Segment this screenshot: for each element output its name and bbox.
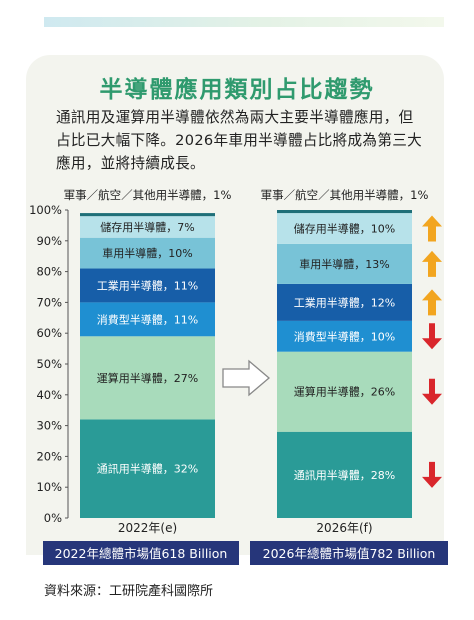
x-tick-label: 2026年(f) — [316, 521, 372, 535]
trend-down-arrow-icon — [422, 378, 442, 405]
bar-segment — [80, 419, 215, 518]
data-label: 工業用半導體，11% — [97, 278, 198, 292]
data-label: 消費型半導體，10% — [294, 329, 395, 343]
y-tick-label: 40% — [36, 388, 62, 402]
data-label: 儲存用半導體，7% — [100, 220, 194, 234]
bar-segment — [277, 431, 412, 518]
data-label: 車用半導體，10% — [102, 246, 192, 260]
x-tick-label: 2022年(e) — [118, 521, 177, 535]
data-label-top: 軍事／航空／其他用半導體，1% — [64, 188, 232, 202]
y-tick-label: 90% — [36, 234, 62, 248]
bar-segment — [277, 210, 412, 214]
source-note: 資料來源：工研院產科國際所 — [44, 584, 214, 599]
y-tick-label: 30% — [36, 419, 62, 433]
bar-segment — [277, 283, 412, 321]
data-label-top: 軍事／航空／其他用半導體，1% — [261, 188, 429, 202]
data-label: 運算用半導體，26% — [294, 385, 395, 399]
data-label: 通訊用半導體，28% — [294, 468, 395, 482]
y-tick-label: 10% — [36, 480, 62, 494]
bar-segment — [277, 243, 412, 284]
market-value-label: 2022年總體市場值618 Billion — [55, 546, 228, 561]
bar-segment — [80, 268, 215, 303]
bar-segment — [80, 302, 215, 337]
trend-up-arrow-icon — [422, 215, 442, 242]
bar-segment — [277, 351, 412, 432]
y-tick-label: 20% — [36, 449, 62, 463]
top-decor-bar — [44, 17, 444, 27]
chart-description: 通訊用及運算用半導體依然為兩大主要半導體應用，但占比已大幅下降。2026年車用半… — [56, 109, 423, 172]
data-label: 運算用半導體，27% — [97, 371, 198, 385]
trend-down-arrow-icon — [422, 461, 442, 488]
data-label: 儲存用半導體，10% — [294, 221, 395, 235]
data-label: 通訊用半導體，32% — [97, 462, 198, 476]
y-tick-label: 0% — [44, 511, 62, 525]
bar-segment — [277, 213, 412, 244]
y-tick-label: 60% — [36, 326, 62, 340]
y-tick-label: 70% — [36, 295, 62, 309]
right-arrow-icon — [222, 359, 271, 397]
chart-title: 半導體應用類別占比趨勢 — [99, 77, 375, 103]
trend-down-arrow-icon — [422, 323, 442, 350]
data-label: 消費型半導體，11% — [97, 312, 198, 326]
bar-segment — [277, 320, 412, 352]
market-value-label: 2026年總體市場值782 Billion — [263, 546, 436, 561]
bar-segment — [80, 237, 215, 269]
market-value-box — [250, 541, 448, 565]
y-tick-label: 50% — [36, 357, 62, 371]
trend-up-arrow-icon — [422, 250, 442, 277]
market-value-box — [43, 541, 239, 565]
data-label: 車用半導體，13% — [299, 257, 389, 271]
data-label: 工業用半導體，12% — [294, 295, 395, 309]
y-tick-label: 80% — [36, 265, 62, 279]
bar-segment — [80, 216, 215, 238]
trend-up-arrow-icon — [422, 289, 442, 316]
y-tick-label: 100% — [29, 203, 62, 217]
bar-segment — [80, 213, 215, 217]
bar-segment — [80, 336, 215, 420]
